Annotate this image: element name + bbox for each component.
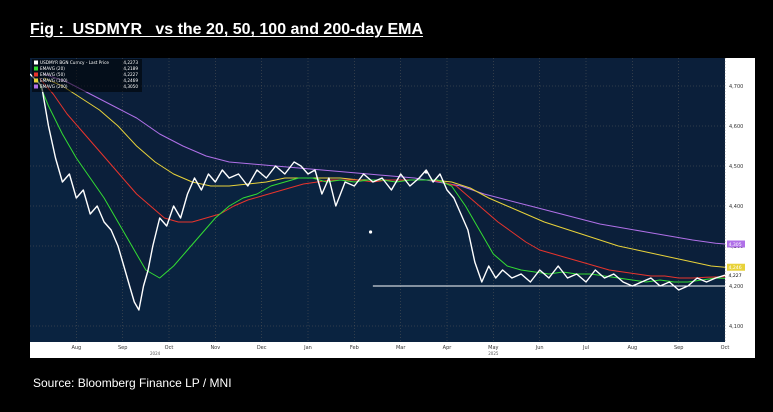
- end-value-badge: [727, 240, 745, 248]
- chart-panel: 4,1004,3004,4004,5004,6004,700AugSepOctN…: [30, 58, 755, 358]
- end-value-badge: [727, 263, 745, 271]
- y-tick-label: 4,400: [729, 204, 743, 210]
- y-tick-label: 4,600: [729, 124, 743, 130]
- legend-swatch: [34, 78, 38, 83]
- ema-line-chart: 4,1004,3004,4004,5004,6004,700AugSepOctN…: [30, 58, 755, 358]
- y-tick-label: 4,100: [729, 324, 743, 330]
- price-line: [30, 73, 726, 311]
- x-tick-label: Oct: [721, 345, 730, 351]
- x-tick-label: Jun: [535, 345, 544, 351]
- end-value-label: 4,305: [729, 242, 742, 248]
- y-tick-label: 4,700: [729, 84, 743, 90]
- x-tick-label: May: [488, 345, 498, 351]
- y-axis-panel: [725, 58, 755, 358]
- x-tick-label: Nov: [210, 345, 220, 351]
- support-line-label: 4,200: [729, 284, 743, 290]
- x-tick-label: Mar: [396, 345, 406, 351]
- x-tick-label: Aug: [71, 345, 81, 351]
- source-note: Source: Bloomberg Finance LP / MNI: [33, 376, 232, 390]
- legend-value: 4,2227: [123, 72, 138, 77]
- x-tick-label: Dec: [257, 345, 267, 351]
- x-tick-label: Jul: [582, 345, 589, 351]
- legend-label: EMAVG (20): [40, 66, 65, 71]
- legend-label: EMAVG (200): [40, 84, 68, 89]
- legend-swatch: [34, 84, 38, 89]
- legend-box: [32, 59, 142, 92]
- x-tick-label: Feb: [350, 345, 359, 351]
- legend-swatch: [34, 60, 38, 65]
- end-value-label: 4,227: [729, 273, 742, 279]
- x-tick-label: Sep: [674, 345, 683, 351]
- marker-dot: [424, 170, 428, 174]
- legend-label: EMAVG (100): [40, 78, 68, 83]
- legend-value: 4,2273: [123, 60, 138, 65]
- x-tick-label: Apr: [443, 345, 453, 351]
- legend-label: EMAVG (50): [40, 72, 65, 77]
- y-tick-label: 4,500: [729, 164, 743, 170]
- legend-value: 4,2469: [123, 78, 138, 83]
- legend-value: 4,3050: [123, 84, 138, 89]
- ema20-line: [36, 77, 726, 283]
- ema50-line: [38, 77, 726, 279]
- ema200-line: [43, 73, 726, 245]
- year-label: 2024: [150, 351, 161, 356]
- x-axis-panel: [30, 342, 725, 358]
- year-label: 2025: [488, 351, 499, 356]
- end-value-badge: [727, 271, 745, 279]
- legend-swatch: [34, 66, 38, 71]
- x-tick-label: Aug: [627, 345, 637, 351]
- figure-title: Fig : USDMYR vs the 20, 50, 100 and 200-…: [30, 21, 424, 38]
- x-tick-label: Oct: [165, 345, 174, 351]
- legend-swatch: [34, 72, 38, 77]
- x-tick-label: Jan: [303, 345, 312, 351]
- legend-value: 4,2189: [123, 66, 138, 71]
- end-value-label: 4,246: [729, 265, 742, 271]
- legend-label: USDMYR BGN Curncy - Last Price: [40, 60, 109, 65]
- x-tick-label: Sep: [118, 345, 127, 351]
- marker-dot: [368, 230, 373, 234]
